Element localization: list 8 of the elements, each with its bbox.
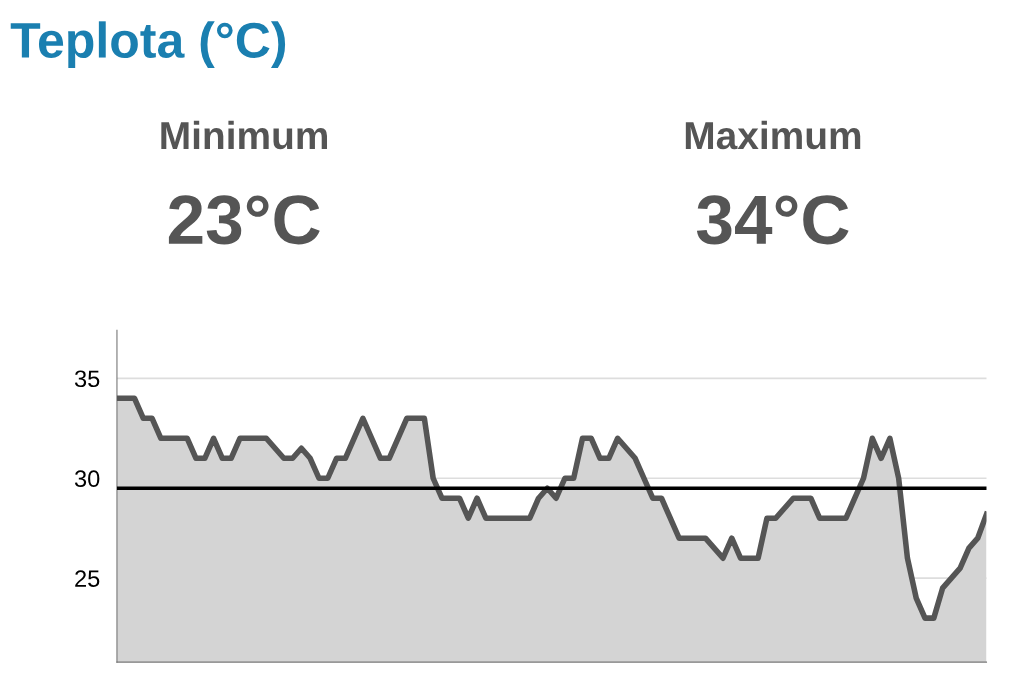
text: 34°C bbox=[696, 195, 849, 245]
chart-title: Teplota (°C) bbox=[10, 21, 286, 68]
y-tick-label: 35 bbox=[74, 370, 100, 388]
text: Minimum bbox=[161, 120, 328, 150]
text: Maximum bbox=[685, 120, 861, 150]
text: 23°C bbox=[168, 195, 320, 245]
y-tick-label: 30 bbox=[74, 470, 100, 488]
y-tick-label: 25 bbox=[75, 570, 100, 587]
